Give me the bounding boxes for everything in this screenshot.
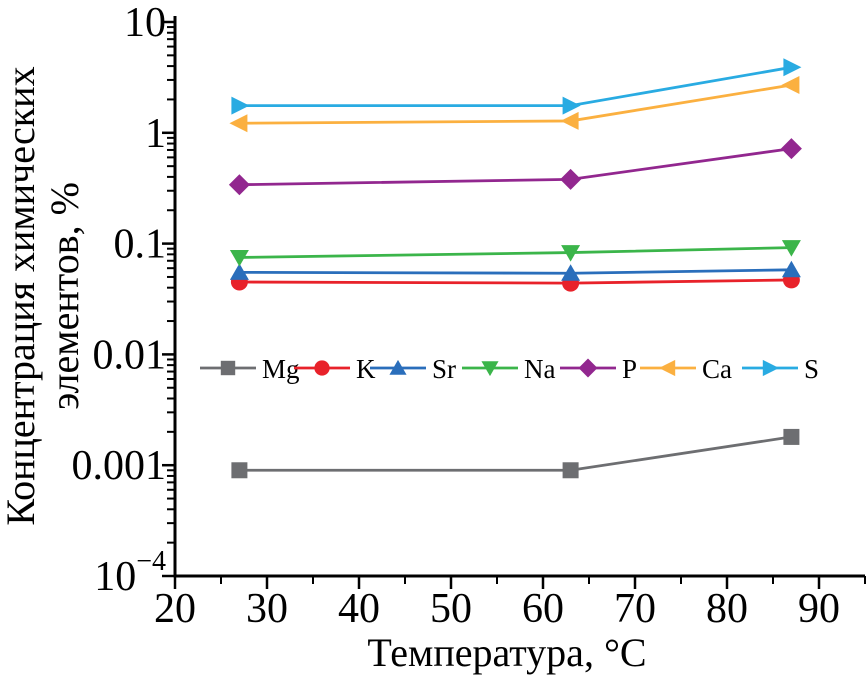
series-line-Sr <box>239 268 792 275</box>
series-marker-Sr <box>781 260 801 278</box>
series-marker-P <box>780 138 802 160</box>
series-marker-S <box>783 58 802 77</box>
axis-frame <box>173 16 865 578</box>
x-tick-label: 30 <box>246 586 288 632</box>
series-marker-S <box>231 96 250 115</box>
legend-marker-K <box>314 360 330 376</box>
series-marker-Mg <box>562 462 579 479</box>
legend-marker-P <box>578 358 598 378</box>
legend-marker-Mg <box>220 360 236 376</box>
series-marker-Ca <box>781 76 800 95</box>
x-tick-label: 40 <box>338 586 380 632</box>
legend-label-Ca: Ca <box>702 354 732 384</box>
series-marker-Ca <box>229 114 248 133</box>
x-axis-title: Температура, °C <box>367 630 646 675</box>
y-axis-title-line1: Концентрация химических <box>0 66 43 525</box>
x-tick-label: 70 <box>614 586 656 632</box>
series-marker-P <box>560 168 582 190</box>
series-marker-Na <box>781 240 801 257</box>
series-marker-Na <box>561 245 581 262</box>
y-axis-title-line2: элементов, % <box>42 182 87 410</box>
x-tick-label: 90 <box>798 586 840 632</box>
y-tick-label: 10 <box>124 0 166 46</box>
series-marker-P <box>228 174 250 196</box>
series-line-K <box>239 278 792 285</box>
series-marker-Mg <box>783 428 800 445</box>
series-marker-Sr <box>229 263 249 280</box>
series-marker-Na <box>229 249 249 267</box>
y-tick-label: 10−4 <box>94 546 166 600</box>
series-line-Ca <box>239 83 792 125</box>
series-marker-Mg <box>231 462 248 479</box>
x-tick-label: 20 <box>154 586 196 632</box>
series-line-Mg <box>239 435 792 472</box>
series-line-Na <box>239 246 792 259</box>
series-marker-Ca <box>560 111 579 130</box>
y-tick-label: 0.1 <box>114 222 167 268</box>
legend-label-Na: Na <box>524 354 555 384</box>
series-layer <box>228 58 802 479</box>
legend-layer: Mg K Sr Na P Ca S <box>200 354 819 384</box>
legend-label-P: P <box>622 354 637 384</box>
series-marker-Sr <box>561 264 581 281</box>
axes-layer: 20 30 40 50 60 70 80 90 10 1 0.1 0.01 0.001 10−4 <box>72 0 866 632</box>
y-tick-label: 0.001 <box>72 443 167 489</box>
x-tick-label: 80 <box>706 586 748 632</box>
x-tick-label: 50 <box>430 586 472 632</box>
legend-label-Mg: Mg <box>262 354 300 384</box>
legend-marker-Sr <box>389 359 407 375</box>
legend-marker-S <box>762 359 779 377</box>
legend-label-K: K <box>356 354 376 384</box>
legend-label-S: S <box>804 354 819 384</box>
y-tick-label: 1 <box>145 111 166 157</box>
legend-marker-Na <box>481 361 499 377</box>
x-tick-label: 60 <box>522 586 564 632</box>
legend-label-Sr: Sr <box>432 354 456 384</box>
series-marker-S <box>562 96 581 115</box>
y-tick-label: 0.01 <box>93 332 167 378</box>
series-line-P <box>239 147 792 187</box>
legend-marker-Ca <box>659 359 676 377</box>
